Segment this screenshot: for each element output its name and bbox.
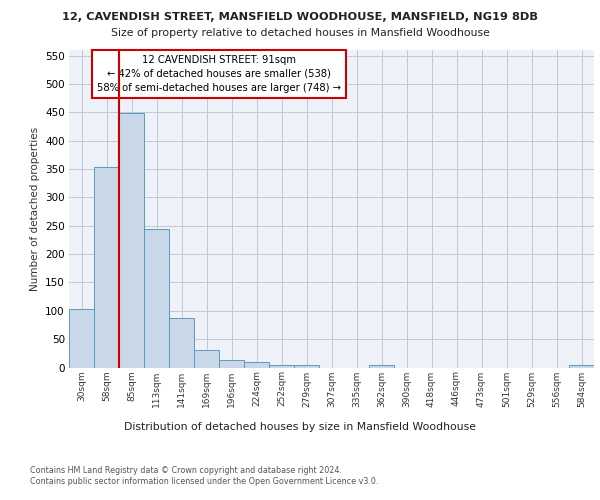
- Bar: [194, 350, 219, 368]
- Y-axis label: Number of detached properties: Number of detached properties: [29, 126, 40, 291]
- Bar: [294, 364, 319, 368]
- Bar: [269, 364, 294, 368]
- Bar: [369, 364, 394, 368]
- Text: 12 CAVENDISH STREET: 91sqm
← 42% of detached houses are smaller (538)
58% of sem: 12 CAVENDISH STREET: 91sqm ← 42% of deta…: [97, 55, 341, 93]
- Bar: [119, 113, 144, 368]
- Bar: [219, 360, 244, 368]
- Bar: [169, 318, 194, 368]
- Text: Contains HM Land Registry data © Crown copyright and database right 2024.: Contains HM Land Registry data © Crown c…: [30, 466, 342, 475]
- Text: Distribution of detached houses by size in Mansfield Woodhouse: Distribution of detached houses by size …: [124, 422, 476, 432]
- Text: 12, CAVENDISH STREET, MANSFIELD WOODHOUSE, MANSFIELD, NG19 8DB: 12, CAVENDISH STREET, MANSFIELD WOODHOUS…: [62, 12, 538, 22]
- Bar: [69, 309, 94, 368]
- Bar: [144, 228, 169, 368]
- Text: Size of property relative to detached houses in Mansfield Woodhouse: Size of property relative to detached ho…: [110, 28, 490, 38]
- Bar: [94, 168, 119, 368]
- Text: Contains public sector information licensed under the Open Government Licence v3: Contains public sector information licen…: [30, 478, 379, 486]
- Bar: [244, 362, 269, 368]
- Bar: [569, 364, 594, 368]
